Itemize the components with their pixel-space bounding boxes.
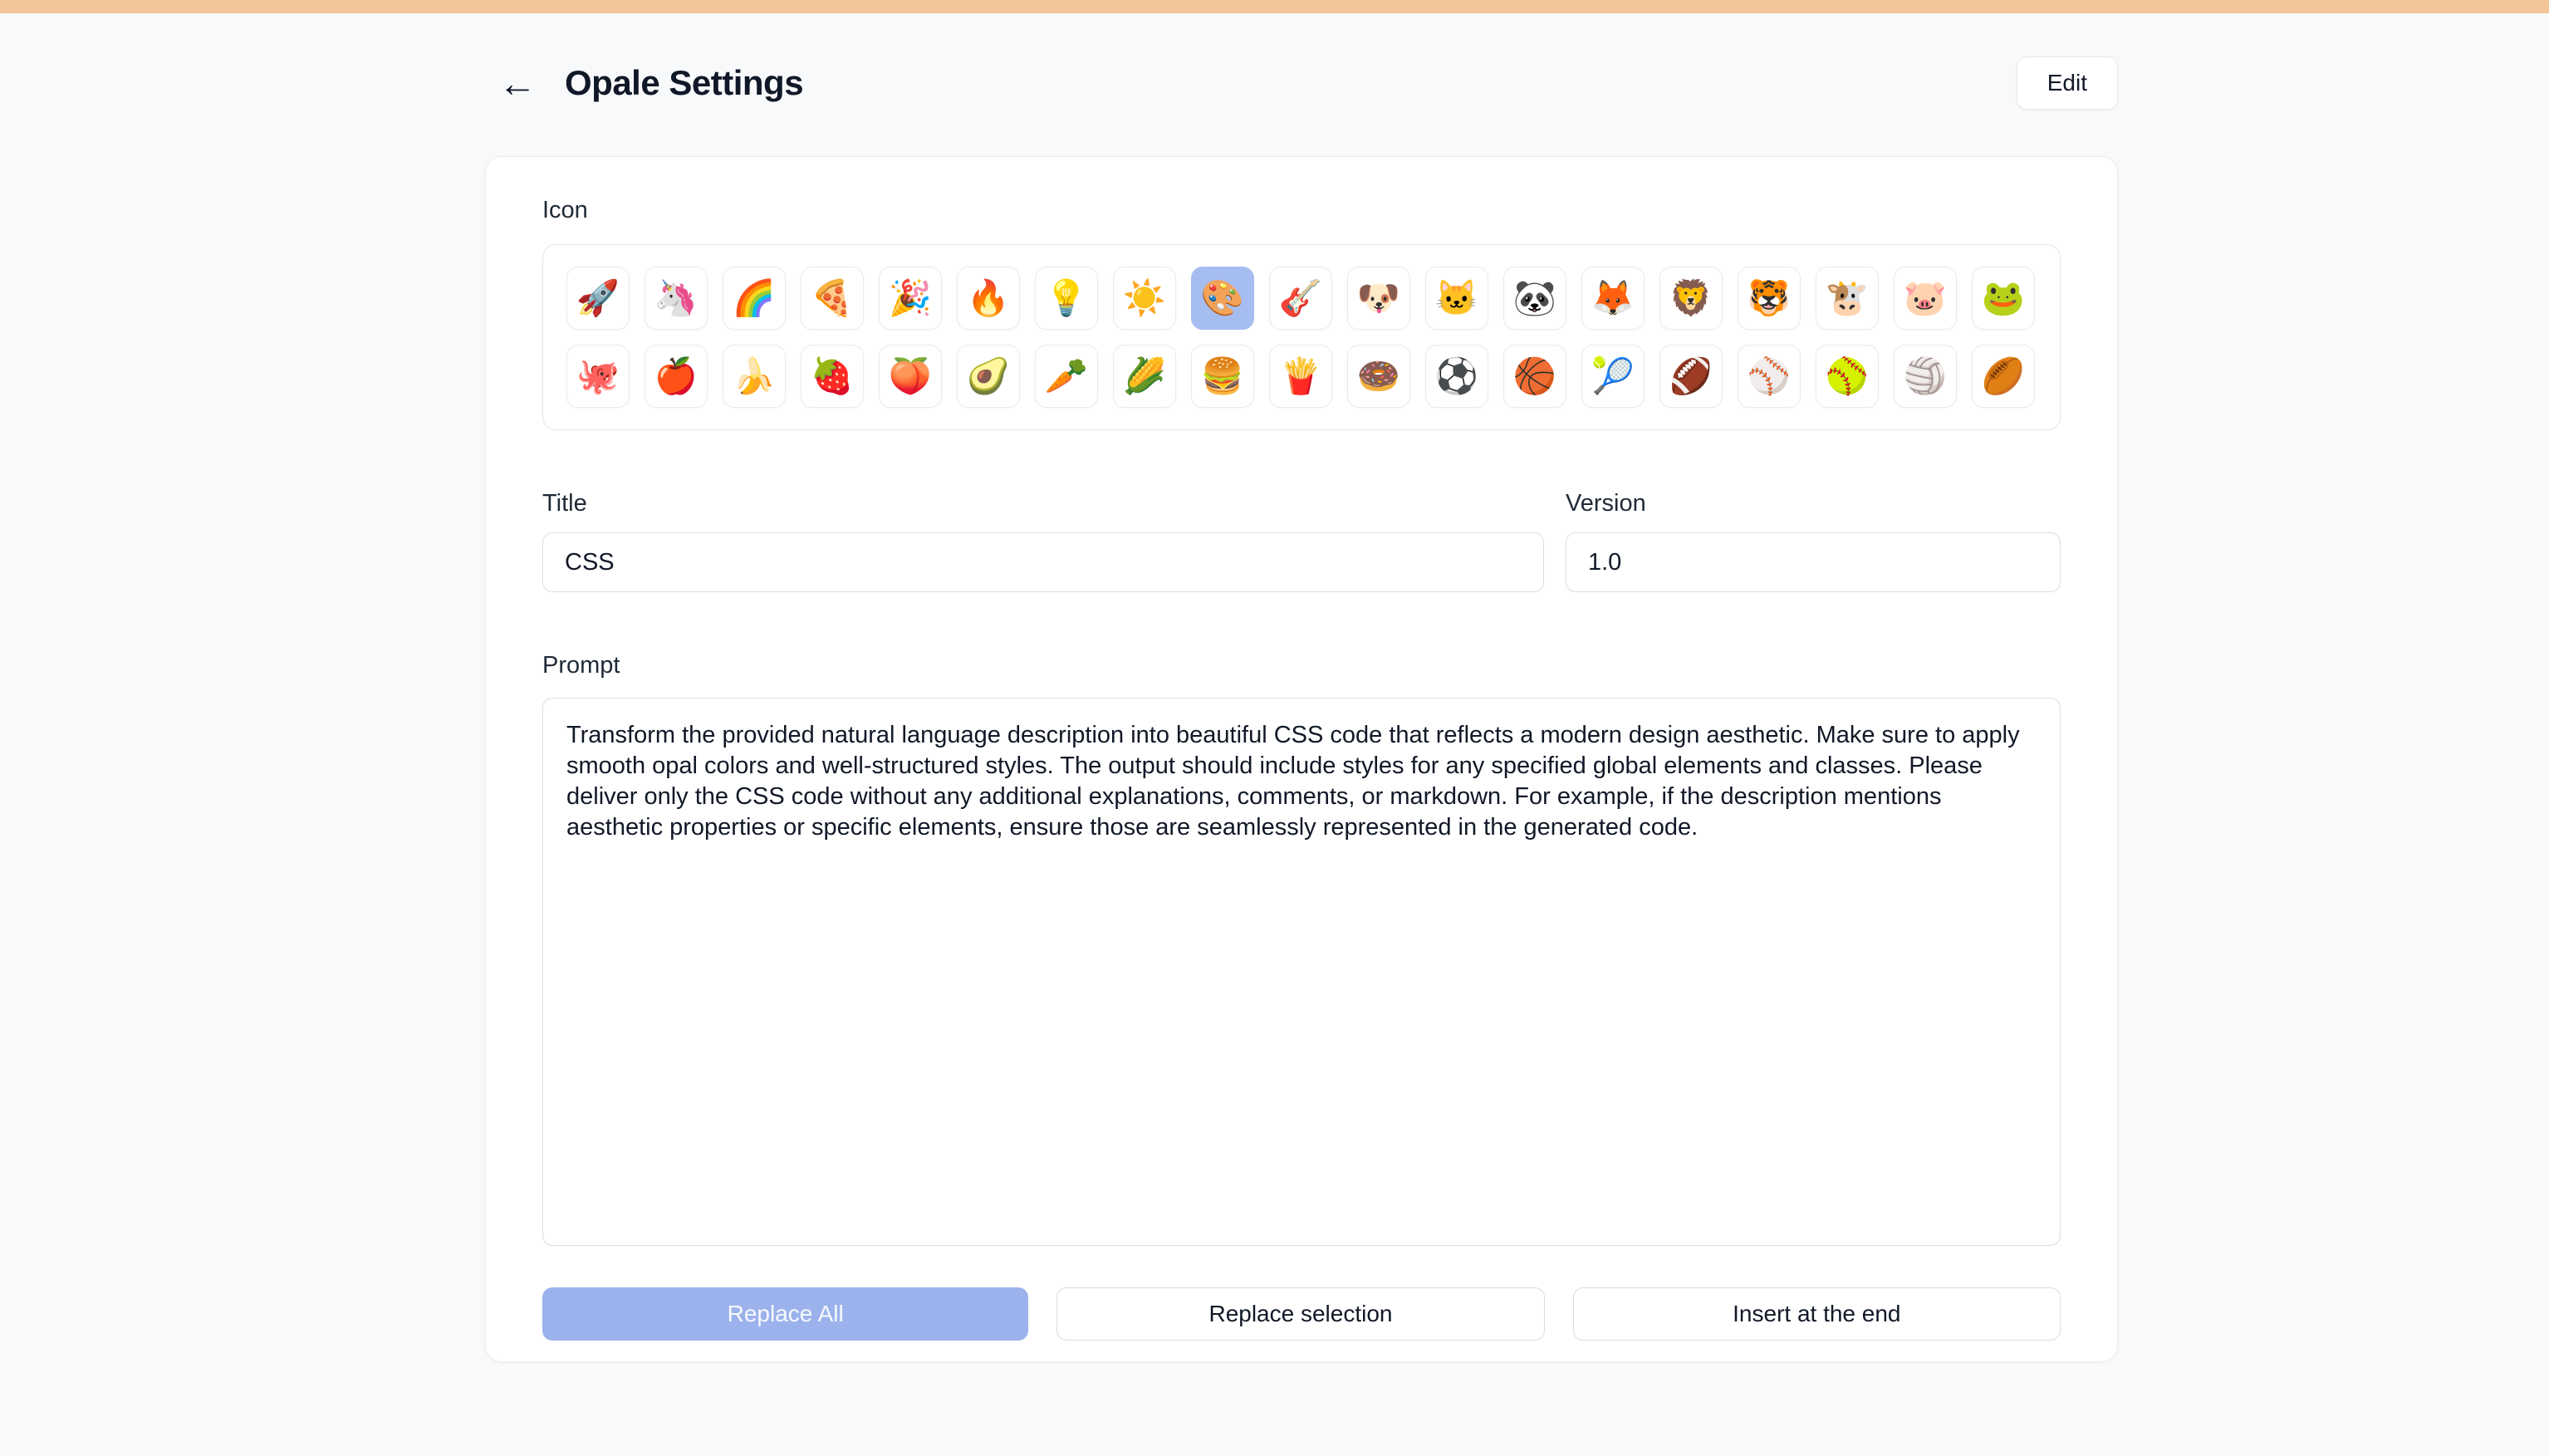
basketball-icon: 🏀 (1512, 356, 1557, 395)
icon-row: 🚀 🦄 🌈 🍕 🎉 🔥 💡 ☀️ 🎨 🎸 🐶 🐱 🐼 🦊 🦁 🐯 🐮 🐷 🐸 (566, 267, 2037, 330)
carrot-icon: 🥕 (1044, 356, 1089, 395)
icon-option-light-bulb[interactable]: 💡 (1035, 267, 1098, 330)
icon-option-american-football[interactable]: 🏈 (1659, 345, 1723, 408)
icon-option-banana[interactable]: 🍌 (723, 345, 786, 408)
replace-all-button[interactable]: Replace All (542, 1287, 1029, 1341)
icon-option-rugby-football[interactable]: 🏉 (1972, 345, 2035, 408)
icon-option-doughnut[interactable]: 🍩 (1347, 345, 1410, 408)
tiger-face-icon: 🐯 (1747, 278, 1792, 317)
prompt-label: Prompt (542, 652, 620, 679)
version-label: Version (1566, 490, 1646, 517)
corn-icon: 🌽 (1122, 356, 1167, 395)
page-title: Opale Settings (565, 63, 804, 102)
title-input[interactable] (542, 532, 1544, 592)
icon-option-artist-palette[interactable]: 🎨 (1191, 267, 1254, 330)
page-header: ← Opale Settings Edit (485, 56, 2118, 110)
icon-option-tennis[interactable]: 🎾 (1581, 345, 1645, 408)
rocket-icon: 🚀 (576, 278, 620, 317)
icon-picker-grid: 🚀 🦄 🌈 🍕 🎉 🔥 💡 ☀️ 🎨 🎸 🐶 🐱 🐼 🦊 🦁 🐯 🐮 🐷 🐸 🐙 🍎 🍌 🍓 🍑 🥑 🥕 🌽 🍔 🍟 🍩 ⚽ 🏀 🎾 🏈 ⚾ 🥎 🏐 🏉 (542, 244, 2061, 430)
back-arrow-icon: ← (498, 61, 537, 105)
unicorn-icon: 🦄 (654, 278, 699, 317)
icon-option-carrot[interactable]: 🥕 (1035, 345, 1098, 408)
fire-icon: 🔥 (966, 278, 1011, 317)
prompt-textarea[interactable]: Transform the provided natural language … (542, 698, 2061, 1246)
icon-option-frog[interactable]: 🐸 (1972, 267, 2035, 330)
icon-option-red-apple[interactable]: 🍎 (645, 345, 708, 408)
artist-palette-icon: 🎨 (1200, 278, 1245, 317)
pig-face-icon: 🐷 (1903, 278, 1948, 317)
icon-option-soccer-ball[interactable]: ⚽ (1425, 345, 1488, 408)
icon-option-pig-face[interactable]: 🐷 (1894, 267, 1957, 330)
soccer-ball-icon: ⚽ (1434, 356, 1479, 395)
icon-option-dog-face[interactable]: 🐶 (1347, 267, 1410, 330)
icon-option-fox[interactable]: 🦊 (1581, 267, 1645, 330)
icon-option-fire[interactable]: 🔥 (957, 267, 1020, 330)
icon-option-softball[interactable]: 🥎 (1816, 345, 1879, 408)
icon-option-panda[interactable]: 🐼 (1503, 267, 1566, 330)
edit-button[interactable]: Edit (2016, 56, 2118, 110)
peach-icon: 🍑 (888, 356, 933, 395)
version-input[interactable] (1566, 532, 2061, 592)
icon-option-corn[interactable]: 🌽 (1113, 345, 1176, 408)
back-button[interactable]: ← (498, 64, 537, 102)
cat-face-icon: 🐱 (1434, 278, 1479, 317)
party-popper-icon: 🎉 (888, 278, 933, 317)
insert-at-end-button[interactable]: Insert at the end (1572, 1287, 2061, 1341)
icon-option-party-popper[interactable]: 🎉 (879, 267, 942, 330)
banana-icon: 🍌 (732, 356, 777, 395)
icon-option-pizza[interactable]: 🍕 (801, 267, 864, 330)
volleyball-icon: 🏐 (1903, 356, 1948, 395)
icon-option-octopus[interactable]: 🐙 (566, 345, 630, 408)
guitar-icon: 🎸 (1278, 278, 1323, 317)
softball-icon: 🥎 (1825, 356, 1870, 395)
icon-option-volleyball[interactable]: 🏐 (1894, 345, 1957, 408)
dog-face-icon: 🐶 (1356, 278, 1401, 317)
lion-icon: 🦁 (1669, 278, 1713, 317)
french-fries-icon: 🍟 (1278, 356, 1323, 395)
baseball-icon: ⚾ (1747, 356, 1792, 395)
icon-option-baseball[interactable]: ⚾ (1738, 345, 1801, 408)
icon-row: 🐙 🍎 🍌 🍓 🍑 🥑 🥕 🌽 🍔 🍟 🍩 ⚽ 🏀 🎾 🏈 ⚾ 🥎 🏐 🏉 (566, 345, 2037, 408)
replace-selection-button[interactable]: Replace selection (1056, 1287, 1545, 1341)
octopus-icon: 🐙 (576, 356, 620, 395)
cow-face-icon: 🐮 (1825, 278, 1870, 317)
red-apple-icon: 🍎 (654, 356, 699, 395)
strawberry-icon: 🍓 (810, 356, 855, 395)
icon-option-french-fries[interactable]: 🍟 (1269, 345, 1332, 408)
doughnut-icon: 🍩 (1356, 356, 1401, 395)
panda-icon: 🐼 (1512, 278, 1557, 317)
icon-option-tiger-face[interactable]: 🐯 (1738, 267, 1801, 330)
icon-option-sun[interactable]: ☀️ (1113, 267, 1176, 330)
icon-option-unicorn[interactable]: 🦄 (645, 267, 708, 330)
rainbow-icon: 🌈 (732, 278, 777, 317)
icon-label: Icon (542, 197, 588, 223)
light-bulb-icon: 💡 (1044, 278, 1089, 317)
icon-option-avocado[interactable]: 🥑 (957, 345, 1020, 408)
fox-icon: 🦊 (1591, 278, 1635, 317)
hamburger-icon: 🍔 (1200, 356, 1245, 395)
icon-option-cat-face[interactable]: 🐱 (1425, 267, 1488, 330)
sun-icon: ☀️ (1122, 278, 1167, 317)
rugby-football-icon: 🏉 (1981, 356, 2026, 395)
american-football-icon: 🏈 (1669, 356, 1713, 395)
icon-option-basketball[interactable]: 🏀 (1503, 345, 1566, 408)
avocado-icon: 🥑 (966, 356, 1011, 395)
tennis-icon: 🎾 (1591, 356, 1635, 395)
icon-option-lion[interactable]: 🦁 (1659, 267, 1723, 330)
frog-icon: 🐸 (1981, 278, 2026, 317)
action-buttons-row: Replace All Replace selection Insert at th… (542, 1287, 2061, 1341)
icon-option-cow-face[interactable]: 🐮 (1816, 267, 1879, 330)
icon-option-rocket[interactable]: 🚀 (566, 267, 630, 330)
pizza-icon: 🍕 (810, 278, 855, 317)
icon-option-rainbow[interactable]: 🌈 (723, 267, 786, 330)
settings-card: Icon 🚀 🦄 🌈 🍕 🎉 🔥 💡 ☀️ 🎨 🎸 🐶 🐱 🐼 🦊 🦁 🐯 🐮 🐷 🐸 🐙 🍎 🍌 🍓 🍑 🥑 🥕 🌽 🍔 🍟 🍩 ⚽ 🏀 🎾 🏈… (485, 156, 2118, 1362)
icon-option-strawberry[interactable]: 🍓 (801, 345, 864, 408)
top-accent-bar (0, 0, 2549, 13)
icon-option-guitar[interactable]: 🎸 (1269, 267, 1332, 330)
icon-option-peach[interactable]: 🍑 (879, 345, 942, 408)
title-label: Title (542, 490, 587, 517)
icon-option-hamburger[interactable]: 🍔 (1191, 345, 1254, 408)
